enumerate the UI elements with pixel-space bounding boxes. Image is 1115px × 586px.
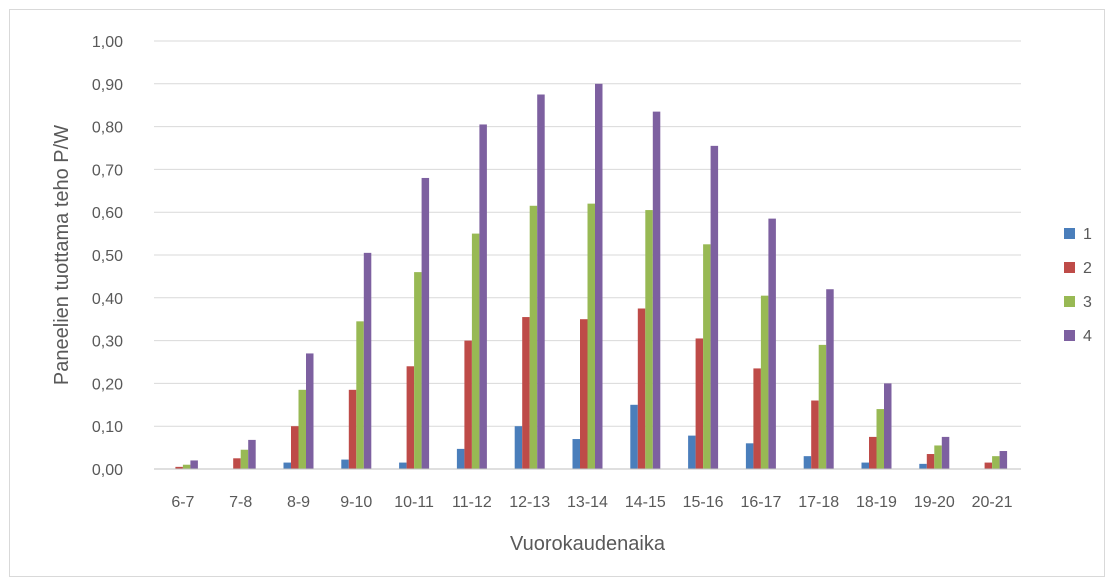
bar-series-1 [688,435,696,469]
legend-swatch-3 [1064,296,1075,307]
bar-series-2 [753,368,761,469]
bar-series-2 [522,317,530,469]
y-tick-label: 0,00 [92,462,123,479]
x-tick-label: 7-8 [229,494,252,511]
bar-series-4 [248,439,256,469]
y-tick-label: 0,70 [92,162,123,179]
bar-series-3 [529,205,538,469]
bar-series-1 [630,404,638,469]
bar-series-4 [479,124,487,470]
bar-series-2 [233,458,241,469]
bar-series-2 [291,426,299,469]
bar-series-1 [456,448,465,469]
bar-series-1 [514,426,523,469]
bar-series-3 [471,233,480,469]
bar-series-2 [580,319,588,469]
y-tick-label: 0,40 [92,291,123,308]
bar-series-4 [363,252,372,469]
bar-series-4 [884,383,892,469]
bar-series-4 [652,111,661,470]
bar-series-3 [298,389,306,469]
y-tick-label: 0,20 [92,376,123,393]
bar-series-1 [341,459,349,469]
bar-series-1 [861,462,869,469]
x-tick-label: 6-7 [171,494,194,511]
legend-label-1: 1 [1083,226,1092,243]
y-tick-label: 0,10 [92,419,123,436]
legend: 1 2 3 4 [1064,226,1092,345]
bar-series-2 [926,454,935,469]
bar-series-2 [637,308,646,469]
bar-series-4 [190,460,198,469]
bars [175,83,1008,470]
bar-series-4 [826,289,834,469]
bar-series-2 [464,340,472,469]
bar-series-3 [760,295,769,469]
y-tick-label: 0,30 [92,334,123,351]
bar-series-2 [406,366,415,469]
bar-series-1 [399,462,407,469]
bar-series-1 [803,456,812,469]
x-tick-label: 19-20 [914,494,955,511]
y-axis-ticks: 0,00 0,10 0,20 0,30 0,40 0,50 0,60 0,70 0,80 0,90… [92,34,123,479]
x-tick-label: 11-12 [452,494,492,511]
bar-series-3 [818,344,827,469]
bar-series-4 [941,436,950,469]
y-tick-label: 0,90 [92,77,123,94]
x-tick-label: 8-9 [287,494,310,511]
bar-series-2 [348,389,357,469]
bar-series-2 [695,338,704,469]
bar-series-3 [414,272,422,469]
x-tick-label: 16-17 [740,494,781,511]
x-tick-label: 15-16 [683,494,724,511]
bar-series-2 [984,462,993,469]
bar-series-3 [182,464,191,469]
x-tick-label: 18-19 [856,494,897,511]
bar-series-3 [934,445,942,469]
y-tick-label: 1,00 [92,34,123,51]
x-tick-label: 9-10 [340,494,372,511]
bar-series-2 [811,400,819,469]
y-axis-title: Paneelien tuottama teho P/W [51,125,73,385]
bar-series-4 [999,451,1008,469]
x-tick-label: 17-18 [798,494,839,511]
bar-series-3 [992,456,1000,469]
bar-series-4 [537,94,545,469]
bar-series-2 [869,436,877,469]
bar-series-3 [645,210,653,469]
x-tick-label: 13-14 [567,494,608,511]
x-tick-label: 10-11 [394,494,434,511]
bar-series-3 [876,409,884,469]
bar-series-1 [283,462,291,469]
bar-series-3 [356,321,364,469]
chart-frame [9,9,1105,577]
bar-series-1 [745,443,754,469]
legend-label-4: 4 [1083,328,1092,345]
bar-series-1 [572,439,580,469]
legend-swatch-1 [1064,228,1075,239]
legend-label-2: 2 [1083,260,1092,277]
x-tick-label: 20-21 [972,494,1013,511]
legend-swatch-4 [1064,330,1075,341]
bar-series-3 [587,203,595,469]
y-tick-label: 0,80 [92,120,123,137]
bar-series-4 [710,145,719,470]
bar-series-2 [175,466,183,469]
y-tick-label: 0,60 [92,205,123,222]
bar-series-4 [306,353,314,469]
bar-series-4 [421,177,430,469]
legend-label-3: 3 [1083,294,1092,311]
x-axis-ticks: 6-7 7-8 8-9 9-10 10-11 11-12 12-13 13-14 14-15 15… [171,494,1012,511]
bar-series-1 [919,463,927,469]
bar-series-3 [240,449,249,469]
bar-series-3 [703,244,711,469]
bar-series-4 [768,218,776,469]
legend-swatch-2 [1064,262,1075,273]
x-axis-title: Vuorokaudenaika [510,533,666,555]
y-tick-label: 0,50 [92,248,123,265]
x-tick-label: 14-15 [625,494,666,511]
bar-series-4 [595,83,603,470]
x-tick-label: 12-13 [509,494,550,511]
